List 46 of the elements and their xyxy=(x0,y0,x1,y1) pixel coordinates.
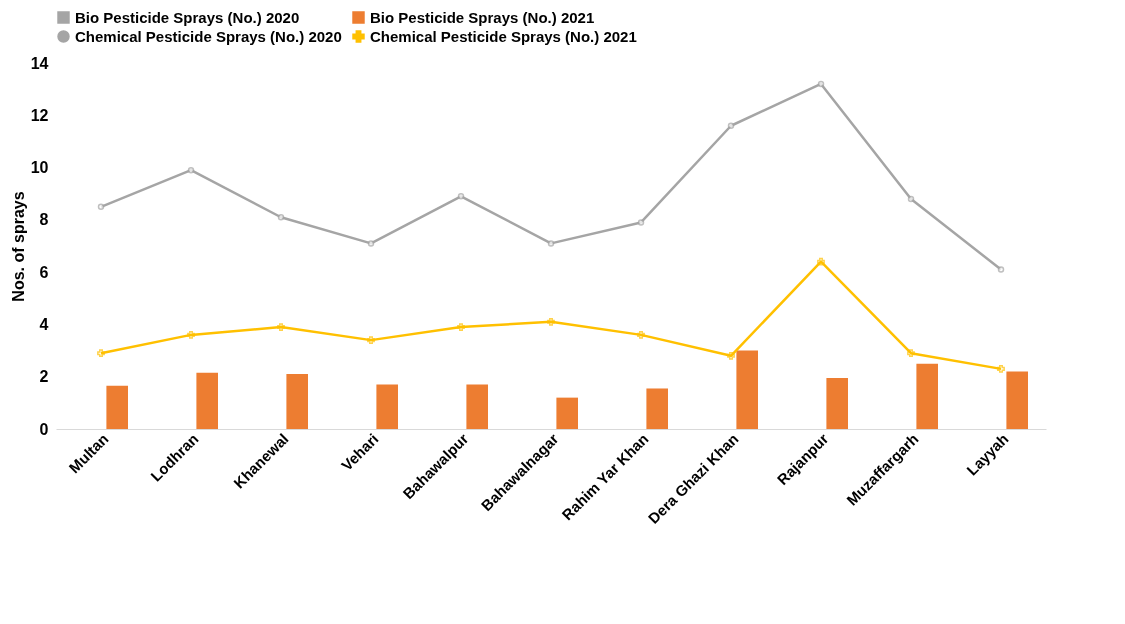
y-tick-label: 14 xyxy=(30,54,49,72)
point xyxy=(97,203,105,211)
y-axis-title: Nos. of sprays xyxy=(9,191,27,302)
point xyxy=(997,364,1005,373)
point xyxy=(187,166,195,174)
bar xyxy=(1006,371,1028,429)
point xyxy=(547,240,555,247)
y-tick-label: 6 xyxy=(39,263,49,281)
point xyxy=(817,80,825,88)
point xyxy=(907,349,915,358)
point xyxy=(277,323,285,331)
y-tick-label: 10 xyxy=(30,159,49,177)
bar xyxy=(736,350,758,429)
y-tick-label: 8 xyxy=(39,211,49,229)
bar xyxy=(556,397,578,429)
legend-label: Bio Pesticide Sprays (No.) 2021 xyxy=(370,8,595,26)
bar xyxy=(466,384,488,429)
point xyxy=(187,330,195,339)
point xyxy=(367,240,375,247)
point xyxy=(637,330,645,339)
point xyxy=(457,323,465,331)
y-tick-label: 0 xyxy=(39,420,49,438)
point xyxy=(367,336,375,345)
point xyxy=(727,122,735,129)
bar xyxy=(916,363,938,429)
y-tick-label: 2 xyxy=(39,368,49,386)
point xyxy=(547,317,555,326)
bar xyxy=(286,374,308,429)
bar xyxy=(196,372,218,429)
point xyxy=(97,349,105,358)
point xyxy=(277,214,285,221)
point xyxy=(817,257,825,266)
bar xyxy=(376,384,398,429)
legend-label: Chemical Pesticide Sprays (No.) 2020 xyxy=(75,27,342,45)
y-tick-label: 12 xyxy=(30,106,49,124)
point xyxy=(637,219,645,226)
point xyxy=(997,266,1005,273)
y-tick-label: 4 xyxy=(39,315,49,333)
point xyxy=(457,193,465,200)
bar xyxy=(826,378,848,429)
legend-label: Chemical Pesticide Sprays (No.) 2021 xyxy=(370,27,637,45)
point xyxy=(907,195,915,203)
point xyxy=(727,351,735,360)
bar xyxy=(106,385,128,429)
bar xyxy=(646,388,668,429)
legend-label: Bio Pesticide Sprays (No.) 2020 xyxy=(75,8,300,26)
